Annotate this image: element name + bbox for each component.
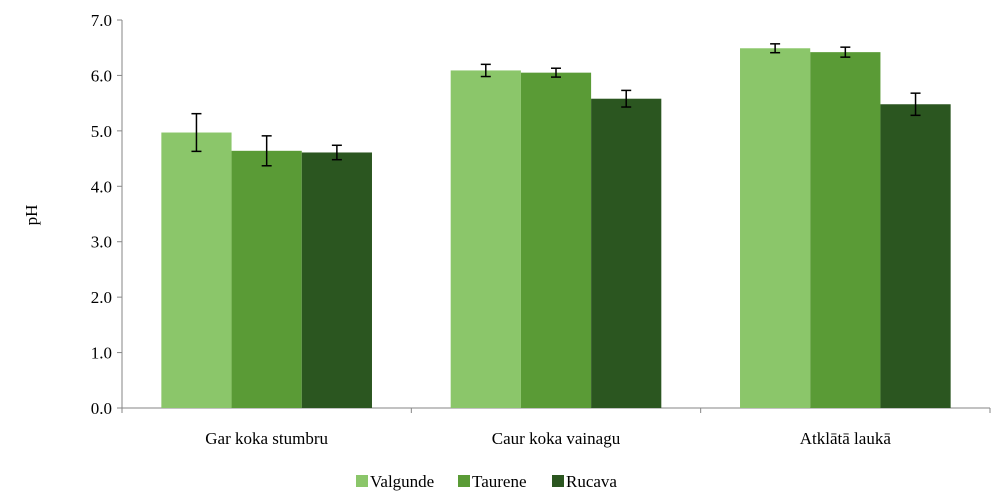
legend-swatch bbox=[552, 475, 564, 487]
y-tick-label: 7.0 bbox=[91, 11, 112, 30]
bar bbox=[810, 52, 881, 409]
y-axis-title-group: pH bbox=[22, 205, 41, 226]
axes: 0.0 1.0 2.0 3.0 4.0 5.0 6.0 7.0 Gar koka stumbru… bbox=[91, 11, 991, 448]
bar bbox=[880, 104, 951, 408]
y-tick-label: 6.0 bbox=[91, 66, 112, 85]
legend-swatch bbox=[458, 475, 470, 487]
error-bars bbox=[191, 43, 921, 167]
bars bbox=[161, 48, 951, 409]
x-category-label: Gar koka stumbru bbox=[205, 429, 328, 448]
bar bbox=[450, 70, 521, 408]
bar bbox=[591, 98, 662, 409]
y-tick-label: 5.0 bbox=[91, 122, 112, 141]
y-tick-label: 3.0 bbox=[91, 233, 112, 252]
y-tick-label: 4.0 bbox=[91, 177, 112, 196]
bar bbox=[740, 48, 811, 409]
y-tick-label: 0.0 bbox=[91, 399, 112, 418]
bar bbox=[231, 150, 302, 408]
x-category-label: Atklātā laukā bbox=[800, 429, 892, 448]
y-axis-title: pH bbox=[22, 205, 41, 226]
bar bbox=[161, 132, 232, 408]
legend: Valgunde Taurene Rucava bbox=[356, 472, 617, 491]
y-tick-label: 1.0 bbox=[91, 344, 112, 363]
legend-label: Valgunde bbox=[370, 472, 434, 491]
bar bbox=[520, 72, 592, 409]
legend-label: Rucava bbox=[566, 472, 617, 491]
y-tick-label: 2.0 bbox=[91, 288, 112, 307]
legend-label: Taurene bbox=[472, 472, 527, 491]
bar bbox=[301, 152, 372, 408]
x-category-label: Caur koka vainagu bbox=[492, 429, 621, 448]
legend-swatch bbox=[356, 475, 368, 487]
